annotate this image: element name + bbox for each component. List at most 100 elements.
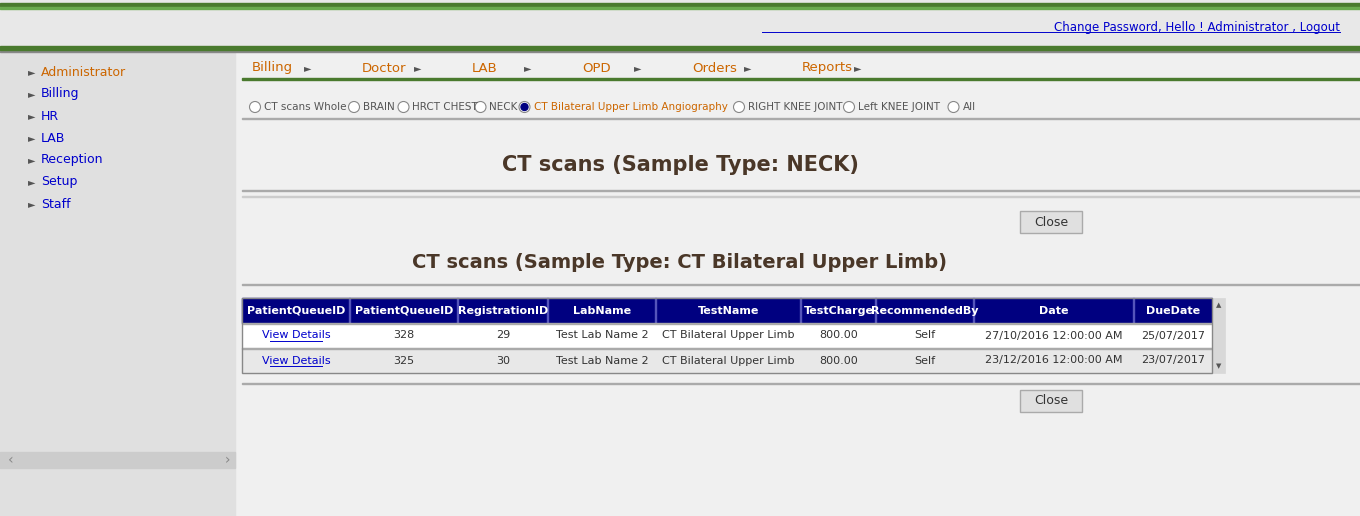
Bar [242,383,1360,384]
Text: Orders: Orders [692,61,737,74]
Text: LabName: LabName [573,305,631,315]
Text: 23/07/2017: 23/07/2017 [1141,356,1205,365]
Text: 325: 325 [393,356,415,365]
Text: 328: 328 [393,331,415,341]
Text: CT scans (Sample Type: NECK): CT scans (Sample Type: NECK) [502,155,858,175]
Bar [242,118,1360,119]
Text: PatientQueueID: PatientQueueID [246,305,345,315]
Text: ►: ► [305,63,311,73]
Bar [242,298,1212,323]
Bar [0,3,1360,6]
Text: ►: ► [29,67,35,77]
Text: HRCT CHEST: HRCT CHEST [412,102,479,112]
Bar [242,284,1360,285]
Text: RegistrationID: RegistrationID [458,305,548,315]
Bar [0,7,1360,9]
Text: OPD: OPD [582,61,611,74]
Text: NECK: NECK [490,102,518,112]
Text: 25/07/2017: 25/07/2017 [1141,331,1205,341]
Text: Self: Self [914,356,936,365]
Text: Change Password, Hello ! Administrator , Logout: Change Password, Hello ! Administrator ,… [1054,22,1340,35]
Text: TestName: TestName [698,305,759,315]
Text: ►: ► [29,177,35,187]
Text: ►: ► [29,155,35,165]
Text: Close: Close [1034,395,1068,408]
Text: ‹: ‹ [8,453,14,467]
Bar [0,0,1360,50]
Text: TestCharge: TestCharge [804,305,873,315]
Text: All: All [963,102,975,112]
Circle shape [475,102,486,112]
Bar [242,78,1360,80]
Text: Reports: Reports [802,61,853,74]
Text: Date: Date [1039,305,1069,315]
Text: Self: Self [914,331,936,341]
Bar [0,50,1360,52]
Text: ►: ► [29,111,35,121]
Circle shape [948,102,959,112]
Text: Left KNEE JOINT: Left KNEE JOINT [858,102,940,112]
FancyBboxPatch shape [1020,211,1083,233]
Text: Billing: Billing [252,61,294,74]
Text: CT scans (Sample Type: CT Bilateral Upper Limb): CT scans (Sample Type: CT Bilateral Uppe… [412,252,948,271]
Text: ►: ► [744,63,752,73]
Text: 27/10/2016 12:00:00 AM: 27/10/2016 12:00:00 AM [985,331,1123,341]
Text: 23/12/2016 12:00:00 AM: 23/12/2016 12:00:00 AM [985,356,1123,365]
Circle shape [348,102,359,112]
FancyBboxPatch shape [1020,390,1083,412]
Text: ›: › [224,453,230,467]
Text: ►: ► [413,63,422,73]
Bar [0,52,235,516]
Text: HR: HR [41,109,58,122]
Text: Test Lab Name 2: Test Lab Name 2 [556,331,649,341]
Text: Doctor: Doctor [362,61,407,74]
Text: 30: 30 [496,356,510,365]
Circle shape [398,102,409,112]
Text: Test Lab Name 2: Test Lab Name 2 [556,356,649,365]
Text: View Details: View Details [261,356,330,365]
Bar [242,190,1360,191]
Text: ►: ► [524,63,532,73]
Text: Administrator: Administrator [41,66,126,78]
Text: RecommendedBy: RecommendedBy [872,305,979,315]
Text: 800.00: 800.00 [819,356,858,365]
Text: View Details: View Details [261,331,330,341]
Text: ▼: ▼ [1216,363,1221,369]
Text: RIGHT KNEE JOINT: RIGHT KNEE JOINT [748,102,842,112]
Text: ▲: ▲ [1216,302,1221,308]
Text: PatientQueueID: PatientQueueID [355,305,453,315]
Text: Staff: Staff [41,198,71,211]
Text: Setup: Setup [41,175,78,188]
Bar [1212,298,1225,373]
Text: CT Bilateral Upper Limb: CT Bilateral Upper Limb [662,356,794,365]
Text: LAB: LAB [472,61,498,74]
Circle shape [843,102,854,112]
Bar [242,348,1212,349]
Text: ►: ► [854,63,861,73]
Text: Reception: Reception [41,153,103,167]
Text: 800.00: 800.00 [819,331,858,341]
Text: 29: 29 [496,331,510,341]
Circle shape [521,104,528,110]
Text: ►: ► [634,63,642,73]
Text: Close: Close [1034,216,1068,229]
Circle shape [733,102,744,112]
Text: CT Bilateral Upper Limb: CT Bilateral Upper Limb [662,331,794,341]
Text: Billing: Billing [41,88,79,101]
Text: BRAIN: BRAIN [363,102,394,112]
Bar [0,46,1360,50]
Text: CT scans Whole: CT scans Whole [264,102,347,112]
Bar [242,348,1212,373]
Bar [242,323,1212,348]
Text: ►: ► [29,89,35,99]
Bar [242,323,1212,324]
Text: ►: ► [29,199,35,209]
Bar [242,298,1212,373]
Text: ►: ► [29,133,35,143]
Bar [0,452,235,468]
Bar [242,196,1360,197]
Text: LAB: LAB [41,132,65,144]
Text: DueDate: DueDate [1146,305,1200,315]
Text: CT Bilateral Upper Limb Angiography: CT Bilateral Upper Limb Angiography [533,102,728,112]
Circle shape [520,102,530,112]
